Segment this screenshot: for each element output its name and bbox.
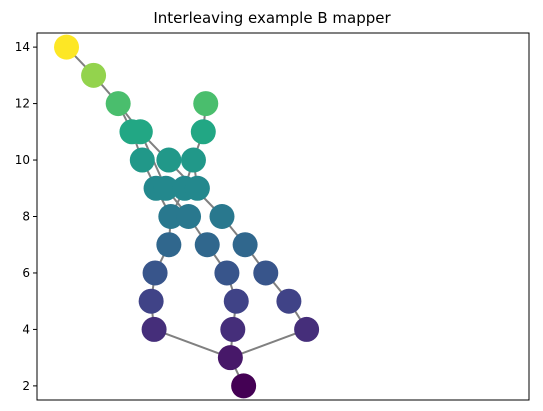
node-point (180, 147, 206, 173)
y-tick-label: 12 (15, 97, 30, 111)
plot-frame (36, 32, 530, 401)
node-point (253, 260, 279, 286)
node-point (220, 316, 246, 342)
node-point (231, 373, 257, 399)
node-point (214, 260, 240, 286)
y-tick-label: 2 (22, 379, 30, 393)
node-point (193, 91, 219, 117)
y-tick-label: 14 (15, 40, 30, 54)
node-point (217, 345, 243, 371)
node-point (294, 316, 320, 342)
edge-line (139, 131, 223, 218)
node-point (209, 204, 235, 229)
edge-line (153, 328, 231, 359)
node-point (142, 260, 168, 286)
node-point (156, 147, 182, 173)
node-point (153, 175, 179, 201)
node-point (190, 119, 216, 145)
node-point (81, 62, 107, 88)
y-tick-label: 8 (22, 210, 30, 224)
y-tick-label: 4 (22, 322, 30, 336)
node-point (105, 91, 131, 117)
node-layer (54, 34, 320, 399)
chart-title: Interleaving example B mapper (153, 9, 391, 27)
node-point (194, 232, 220, 258)
node-point (158, 204, 184, 229)
node-point (184, 175, 210, 201)
edge-line (230, 328, 307, 359)
node-point (138, 288, 164, 314)
y-tick-label: 10 (15, 153, 30, 167)
node-point (276, 288, 302, 314)
node-point (129, 147, 155, 173)
node-point (141, 316, 167, 342)
node-point (232, 232, 258, 258)
node-point (54, 34, 80, 60)
y-tick-label: 6 (22, 266, 30, 280)
node-point (127, 119, 153, 145)
y-axis: 2 4 6 8 10 12 14 (15, 40, 37, 393)
node-point (176, 204, 202, 229)
node-point (223, 288, 249, 314)
node-point (156, 232, 182, 258)
